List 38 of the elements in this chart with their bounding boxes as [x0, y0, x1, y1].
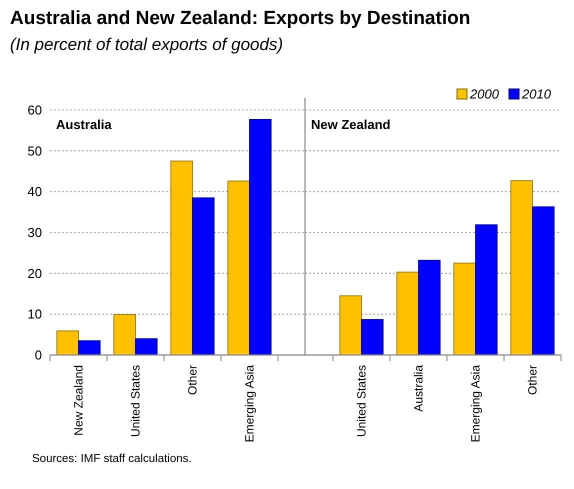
- bar: [510, 180, 533, 356]
- y-tick-label: 30: [28, 225, 42, 240]
- x-tick-label: Emerging Asia: [242, 364, 257, 442]
- bar: [113, 314, 136, 356]
- y-tick-label: 50: [28, 143, 42, 158]
- x-tick-label: Australia: [412, 364, 426, 412]
- bar: [418, 260, 441, 356]
- chart-subtitle: (In percent of total exports of goods): [10, 35, 284, 54]
- annotation: Australia: [56, 117, 112, 132]
- x-tick-label: United States: [128, 365, 143, 438]
- annotation: New Zealand: [311, 117, 391, 132]
- x-tick-label: Other: [526, 365, 540, 396]
- chart-title: Australia and New Zealand: Exports by Destination: [10, 8, 470, 29]
- bar: [532, 206, 555, 356]
- x-tick-label: Emerging Asia: [468, 364, 483, 442]
- y-tick-label: 0: [34, 348, 42, 363]
- x-tick-label: United States: [354, 365, 369, 438]
- legend-label: 2010: [521, 86, 552, 102]
- y-tick-label: 20: [28, 266, 42, 281]
- y-tick-label: 60: [28, 102, 42, 118]
- legend-label: 2000: [469, 86, 500, 102]
- bar: [453, 262, 476, 356]
- bar: [249, 118, 272, 356]
- bar: [227, 180, 250, 356]
- bar: [396, 272, 419, 356]
- x-tick-label: Other: [186, 365, 200, 396]
- bar: [170, 160, 193, 356]
- y-tick-label: 10: [28, 306, 42, 322]
- bar: [56, 330, 79, 356]
- x-tick-label: New Zealand: [72, 365, 86, 436]
- bar: [192, 197, 215, 356]
- bar: [475, 224, 498, 356]
- bar: [135, 338, 158, 356]
- bar: [78, 340, 101, 356]
- bar: [339, 295, 362, 356]
- source-note: Sources: IMF staff calculations.: [32, 453, 192, 465]
- bar: [361, 319, 384, 356]
- y-tick-label: 40: [28, 184, 42, 200]
